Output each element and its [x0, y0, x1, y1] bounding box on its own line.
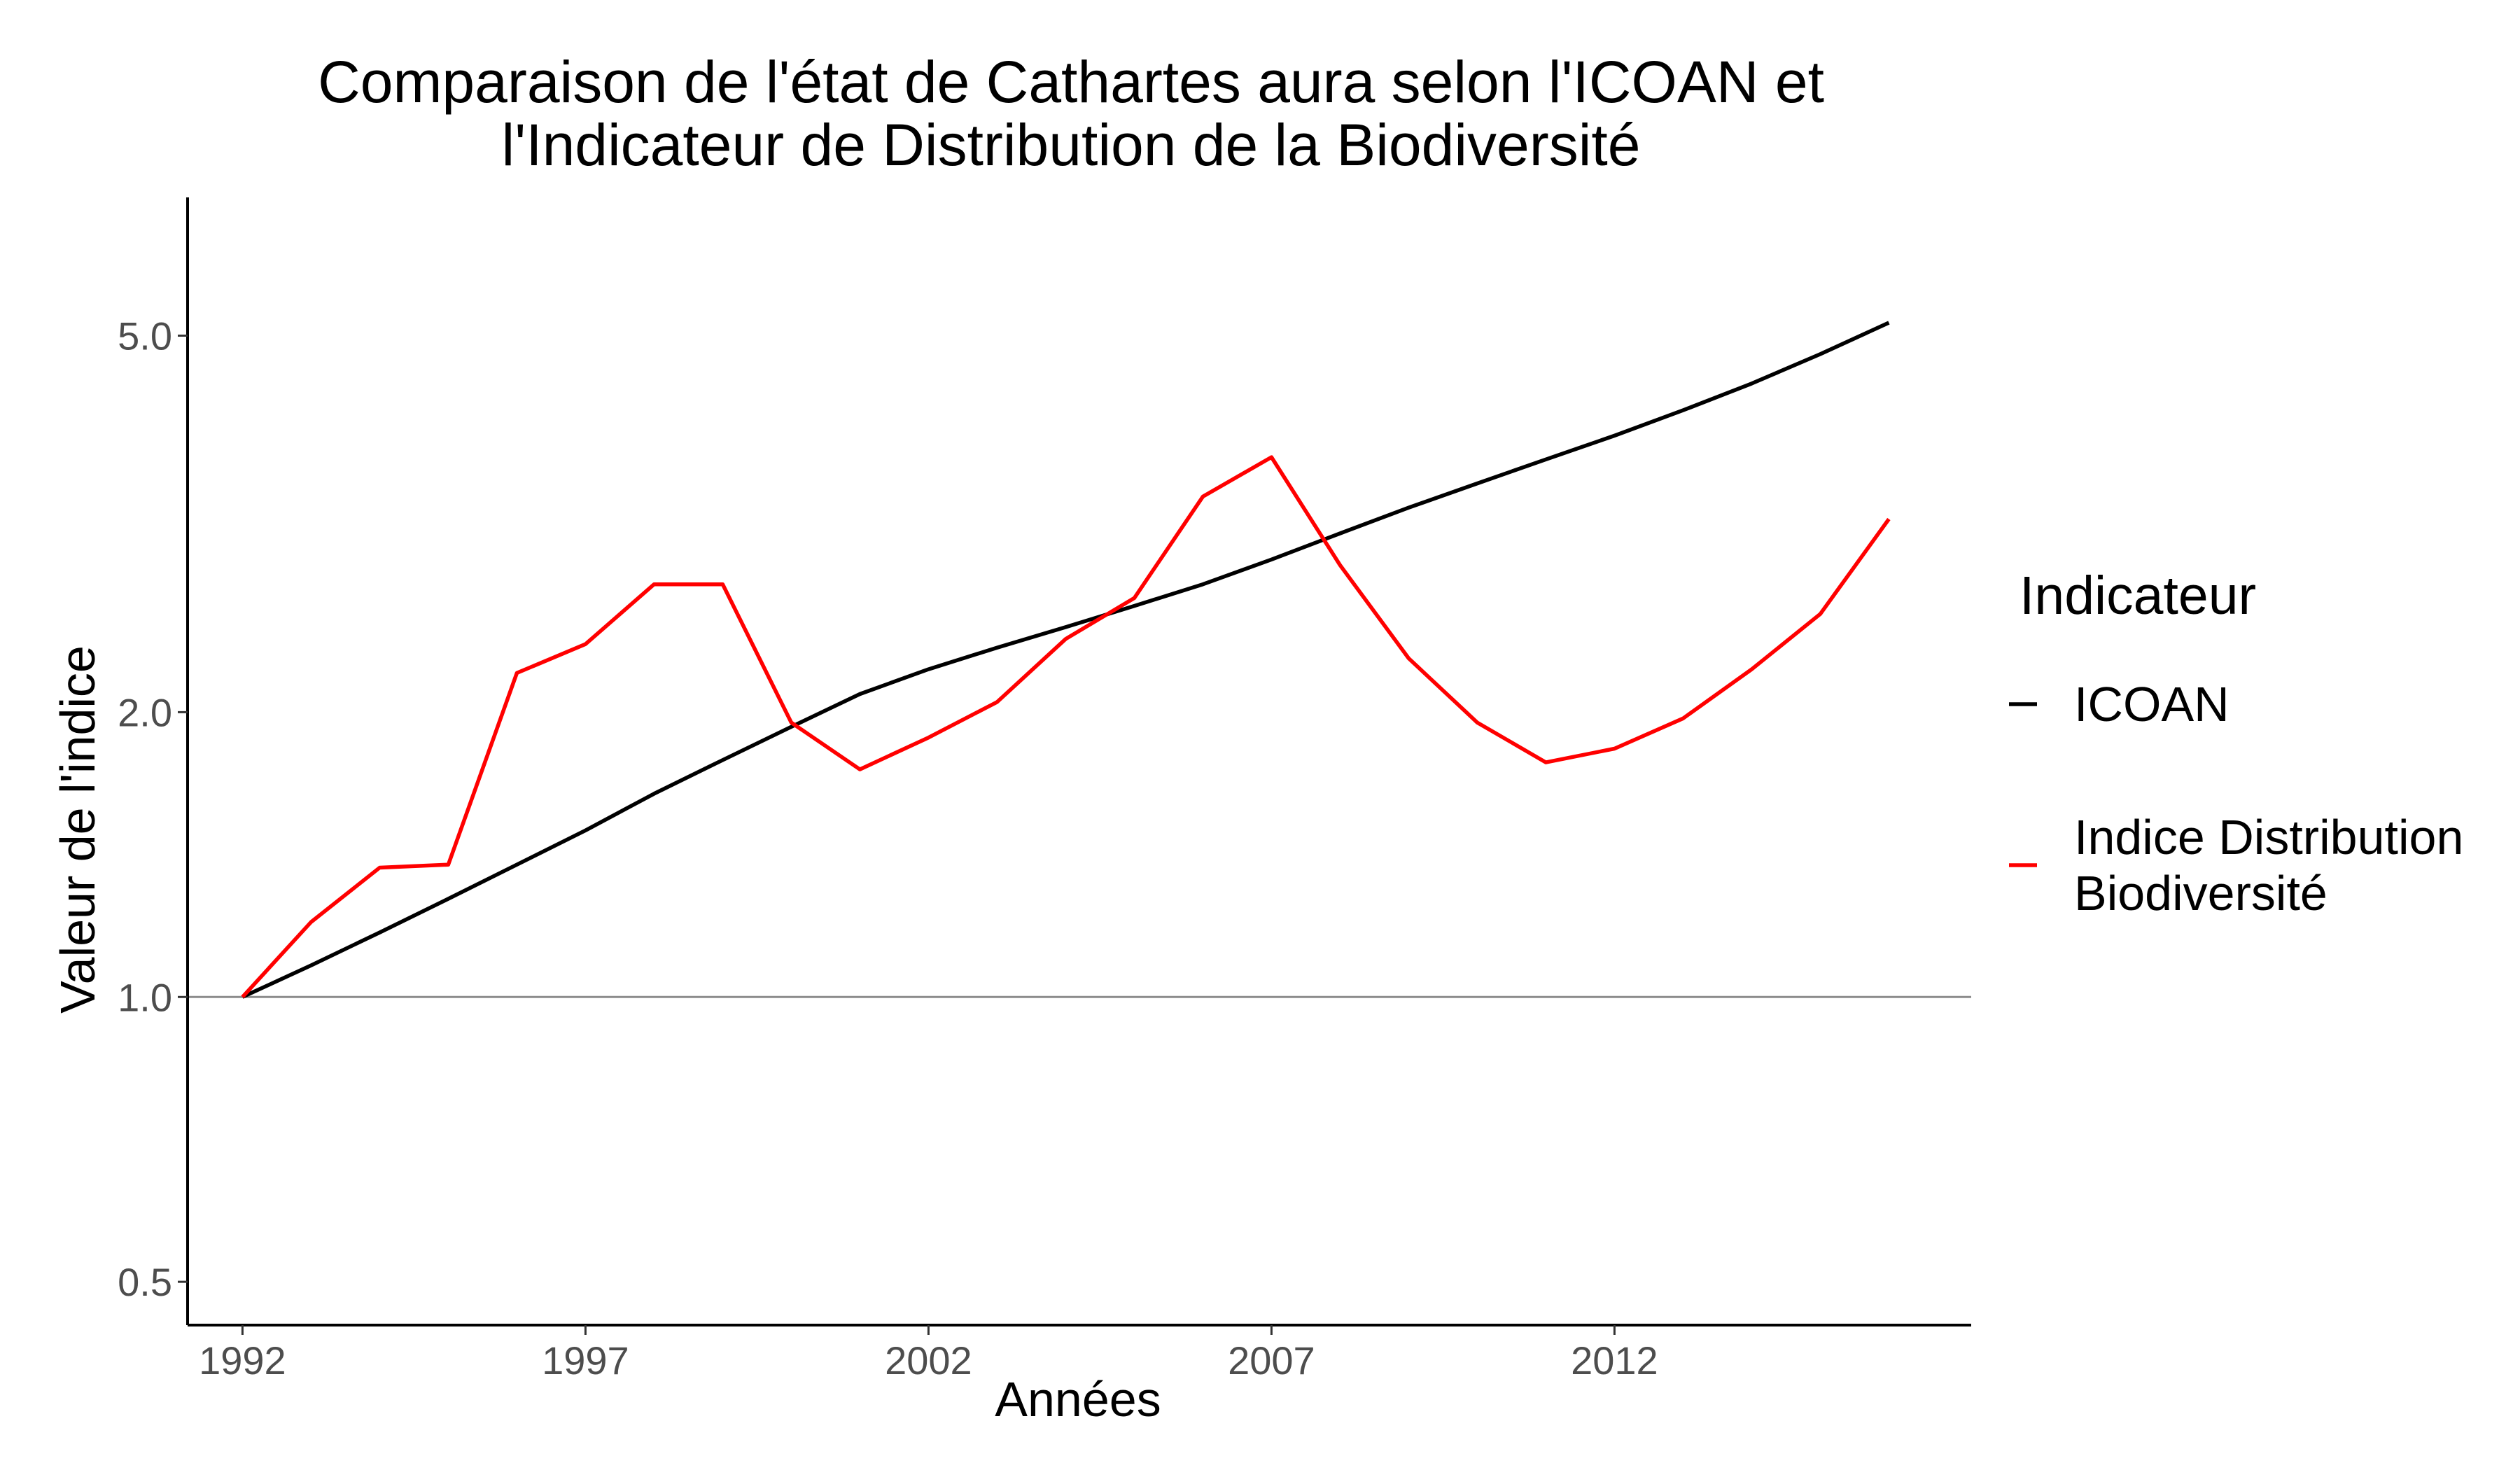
legend-label-1: Indice Distribution Biodiversité [2074, 810, 2463, 920]
x-tick-label: 2007 [1228, 1338, 1315, 1382]
series-lines [241, 321, 1891, 999]
axes-group [186, 197, 1971, 1326]
y-tick-label: 2.0 [118, 690, 172, 734]
y-axis-ticks: 0.5 1.0 2.0 5.0 [118, 314, 188, 1304]
y-tick-label: 5.0 [118, 314, 172, 358]
legend-title: Indicateur [2019, 566, 2256, 626]
chart-title-line-1: Comparaison de l'état de Cathartes aura … [318, 49, 1824, 115]
series-line-0 [241, 321, 1890, 999]
y-tick-label: 0.5 [118, 1260, 172, 1304]
y-tick-label: 1.0 [118, 975, 172, 1019]
chart-title-line-2: l'Indicateur de Distribution de la Biodi… [502, 112, 1641, 178]
y-axis-title: Valeur de l'indice [50, 645, 105, 1014]
x-axis-ticks: 1992 1997 2002 2007 2012 [199, 1325, 1658, 1382]
legend: Indicateur ICOAN Indice Distribution Biodi… [2009, 566, 2463, 920]
x-tick-label: 2002 [885, 1338, 972, 1382]
x-tick-label: 1997 [542, 1338, 629, 1382]
x-tick-label: 1992 [199, 1338, 286, 1382]
x-tick-label: 2012 [1571, 1338, 1658, 1382]
legend-label-0: ICOAN [2074, 677, 2230, 732]
series-line-1 [241, 455, 1891, 999]
x-axis-title: Années [995, 1372, 1161, 1427]
